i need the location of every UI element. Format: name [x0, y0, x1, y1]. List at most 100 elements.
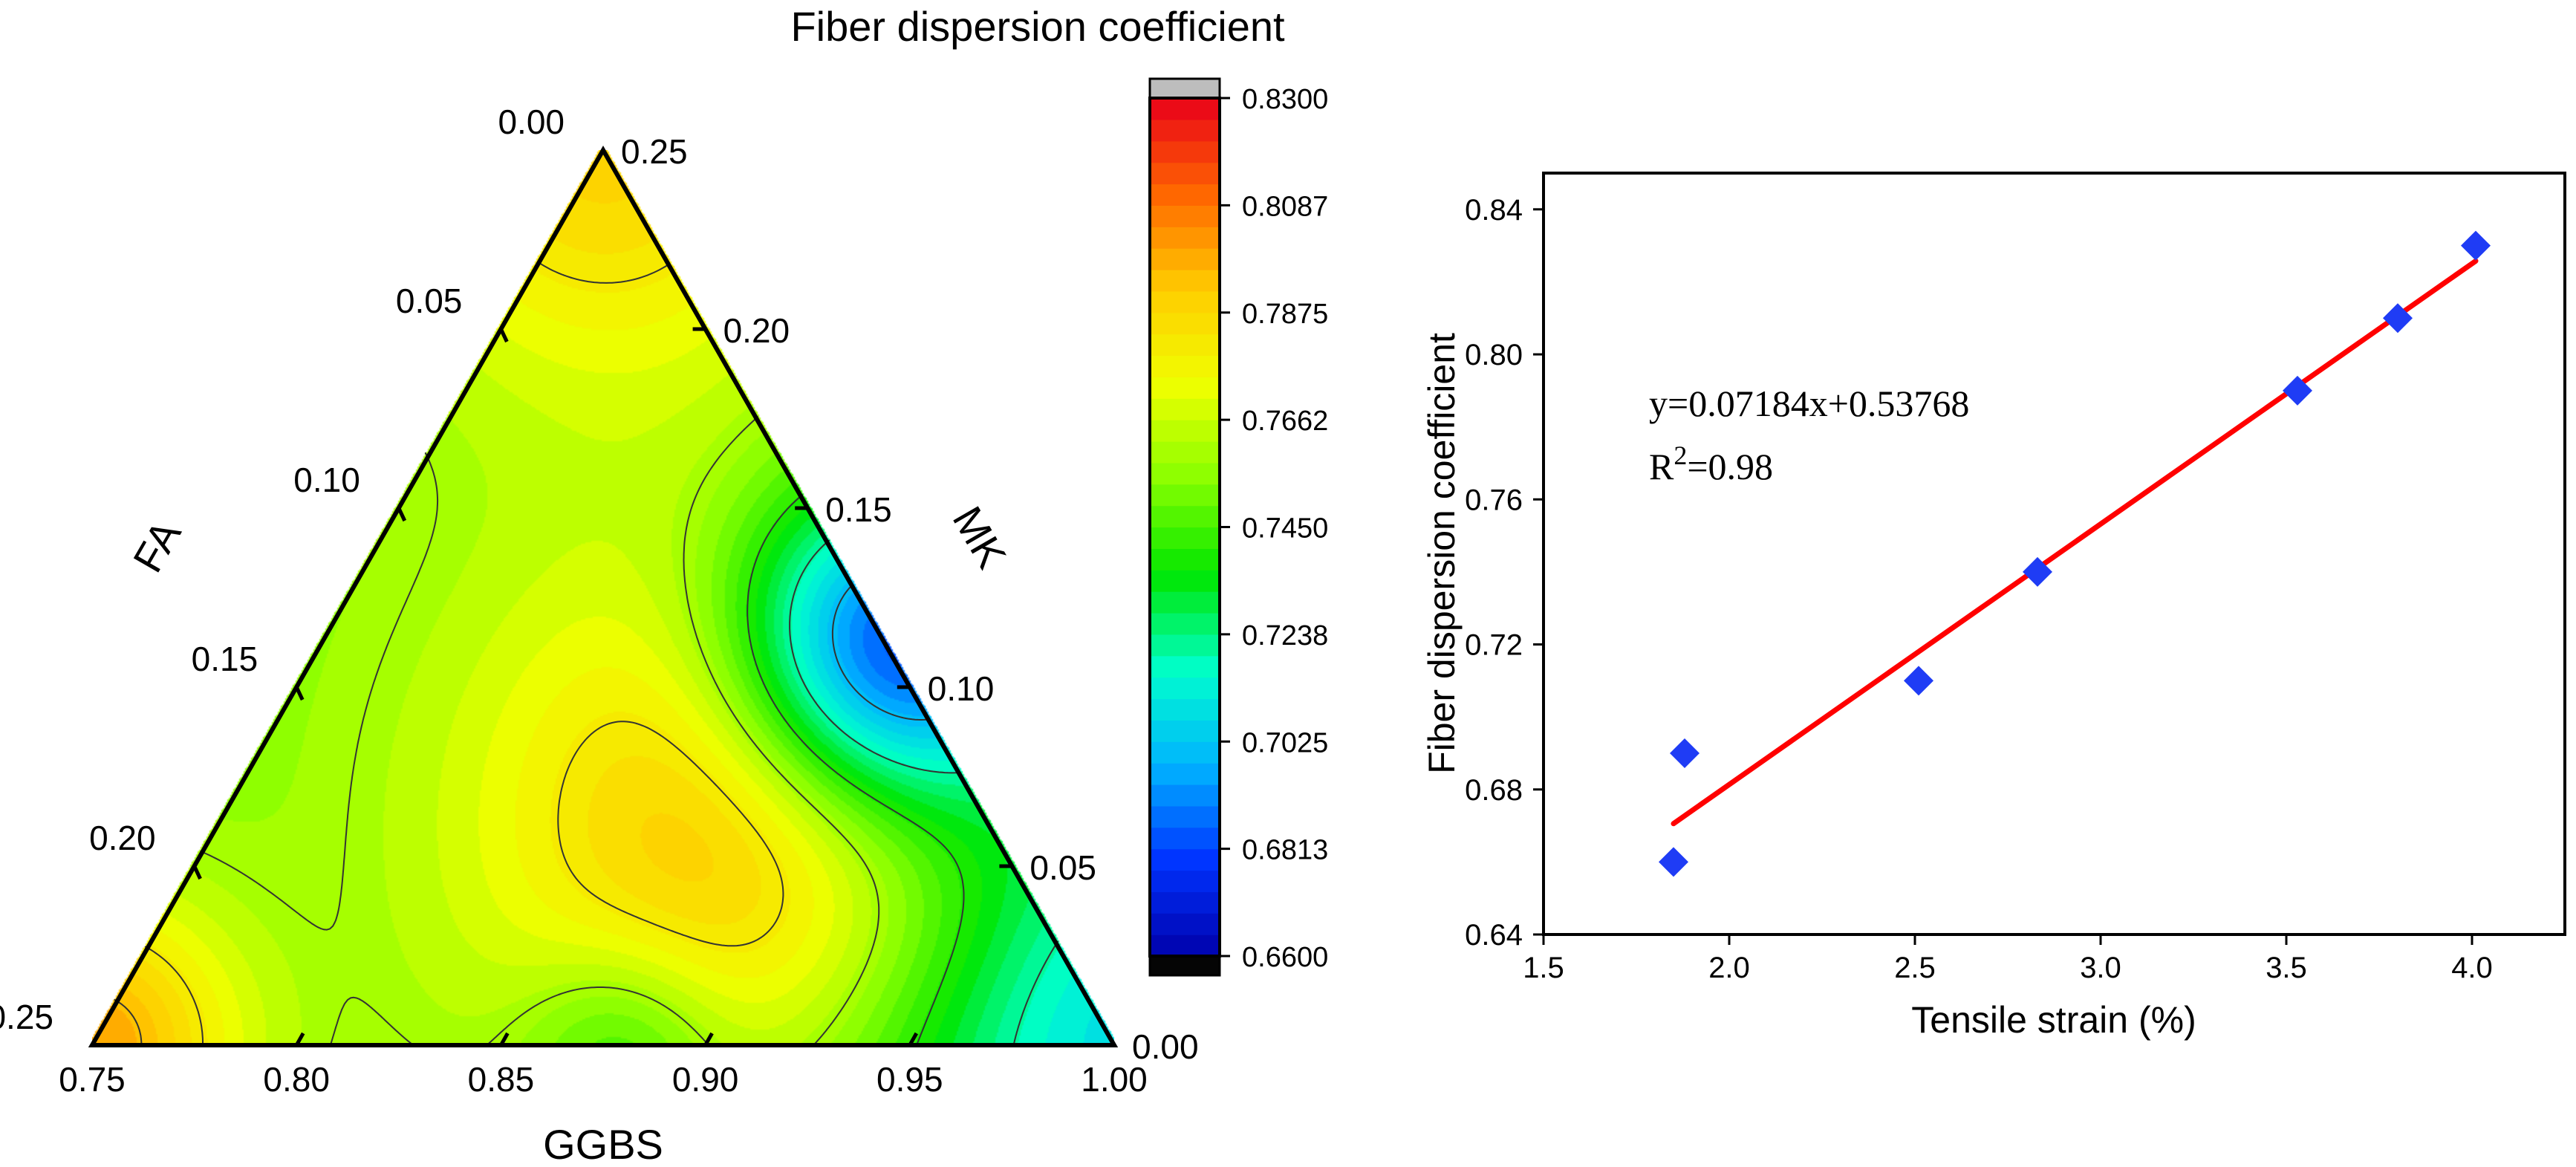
y-axis-label: Fiber dispersion coefficient: [1421, 333, 1463, 774]
colorbar-label: 0.6600: [1242, 942, 1328, 973]
mk-tick-label: 0.05: [1030, 848, 1096, 887]
colorbar-band: [1150, 462, 1220, 485]
y-tick-label: 0.72: [1465, 629, 1523, 662]
colorbar-band: [1150, 162, 1220, 185]
ggbs-tick-label: 0.95: [876, 1060, 943, 1099]
ggbs-tick: [499, 1032, 510, 1047]
colorbar-band: [1150, 677, 1220, 700]
colorbar-bands: [1150, 98, 1220, 957]
colorbar-label: 0.8087: [1242, 191, 1328, 222]
ternary-chart: 0.750.250.000.800.200.050.850.150.100.90…: [0, 103, 1199, 1167]
colorbar-band: [1150, 205, 1220, 227]
ggbs-tick: [908, 1032, 918, 1047]
colorbar-band: [1150, 377, 1220, 399]
y-tick-label: 0.64: [1465, 919, 1523, 952]
colorbar-band: [1150, 891, 1220, 914]
y-tick-label: 0.68: [1465, 774, 1523, 807]
mk-tick-label: 0.10: [928, 669, 995, 708]
colorbar-label: 0.8300: [1242, 84, 1328, 115]
colorbar-band: [1150, 827, 1220, 850]
mk-tick-label: 0.00: [1132, 1027, 1199, 1066]
ternary-tick-labels: 0.750.250.000.800.200.050.850.150.100.90…: [0, 103, 1199, 1099]
fa-tick-label: 0.15: [192, 640, 258, 678]
x-tick-label: 3.0: [2080, 952, 2121, 984]
colorbar-band: [1150, 527, 1220, 549]
r-squared: R2=0.98: [1649, 441, 1773, 487]
fa-tick: [397, 507, 407, 522]
x-tick-label: 4.0: [2451, 952, 2493, 984]
fa-tick-label: 0.05: [396, 282, 463, 320]
fa-tick-label: 0.10: [293, 461, 360, 499]
colorbar: 0.8300 0.8087 0.7875 0.7662 0.7450 0.7238 0.70…: [1148, 77, 1328, 977]
colorbar-overflow-cap: [1148, 77, 1221, 100]
x-axis-label: Tensile strain (%): [1911, 999, 2196, 1041]
colorbar-band: [1150, 140, 1220, 163]
ggbs-tick: [295, 1032, 305, 1047]
colorbar-band: [1150, 913, 1220, 935]
data-point: [1659, 847, 1688, 877]
colorbar-band: [1150, 763, 1220, 785]
fa-tick-label: 0.20: [89, 819, 156, 857]
y-tick-label: 0.80: [1465, 339, 1523, 371]
colorbar-band: [1150, 119, 1220, 142]
colorbar-band: [1150, 98, 1220, 120]
colorbar-band: [1150, 570, 1220, 592]
colorbar-label: 0.7025: [1242, 727, 1328, 758]
data-points: [1659, 230, 2491, 877]
ggbs-tick-label: 0.85: [468, 1060, 535, 1099]
colorbar-band: [1150, 613, 1220, 635]
colorbar-band: [1150, 290, 1220, 313]
fa-tick-label: 0.25: [0, 998, 53, 1036]
colorbar-band: [1150, 784, 1220, 807]
ternary-heatmap: [92, 150, 1114, 1046]
ggbs-tick-label: 0.80: [263, 1060, 330, 1099]
data-point: [2023, 556, 2052, 587]
ternary-contour-lines: [114, 261, 1058, 1045]
colorbar-underflow-cap: [1148, 955, 1221, 977]
colorbar-label: 0.7238: [1242, 620, 1328, 651]
colorbar-band: [1150, 741, 1220, 764]
data-point: [1670, 738, 1700, 768]
x-tick-label: 2.0: [1708, 952, 1750, 984]
fa-tick: [499, 328, 509, 343]
x-tick-label: 3.5: [2266, 952, 2307, 984]
colorbar-band: [1150, 441, 1220, 464]
colorbar-band: [1150, 334, 1220, 357]
ggbs-tick: [703, 1032, 714, 1047]
colorbar-band: [1150, 484, 1220, 507]
colorbar-band: [1150, 720, 1220, 742]
ggbs-tick-label: 1.00: [1081, 1060, 1148, 1099]
data-point: [1904, 666, 1933, 696]
colorbar-band: [1150, 420, 1220, 442]
scatter-ticks: [1533, 208, 2473, 945]
colorbar-band: [1150, 227, 1220, 249]
figure-title: Fiber dispersion coefficient: [790, 3, 1285, 50]
colorbar-band: [1150, 848, 1220, 871]
colorbar-band: [1150, 398, 1220, 420]
mk-tick-label: 0.20: [723, 311, 790, 350]
colorbar-label: 0.6813: [1242, 835, 1328, 866]
colorbar-band: [1150, 270, 1220, 292]
colorbar-band: [1150, 248, 1220, 270]
scatter-tick-labels: 1.5 2.0 2.5 3.0 3.5 4.0 0.64 0.68 0.72 0.76 0.80 0.…: [1465, 194, 2493, 984]
y-tick-label: 0.84: [1465, 194, 1523, 227]
plot-frame: [1542, 172, 2566, 936]
mk-tick-label: 0.15: [825, 490, 892, 529]
colorbar-band: [1150, 870, 1220, 892]
colorbar-band: [1150, 934, 1220, 957]
data-point: [2383, 303, 2413, 334]
colorbar-band: [1150, 655, 1220, 678]
fit-equation: y=0.07184x+0.53768: [1649, 383, 1969, 424]
colorbar-label: 0.7875: [1242, 299, 1328, 330]
data-point: [2283, 375, 2312, 406]
colorbar-label: 0.7450: [1242, 513, 1328, 545]
colorbar-band: [1150, 183, 1220, 206]
colorbar-band: [1150, 698, 1220, 721]
scatter-chart: 1.5 2.0 2.5 3.0 3.5 4.0 0.64 0.68 0.72 0.76 0.80 0.…: [1421, 172, 2566, 1041]
colorbar-band: [1150, 312, 1220, 335]
data-point: [2461, 230, 2491, 261]
ggbs-axis-label: GGBS: [543, 1121, 663, 1167]
colorbar-band: [1150, 548, 1220, 571]
colorbar-band: [1150, 355, 1220, 377]
